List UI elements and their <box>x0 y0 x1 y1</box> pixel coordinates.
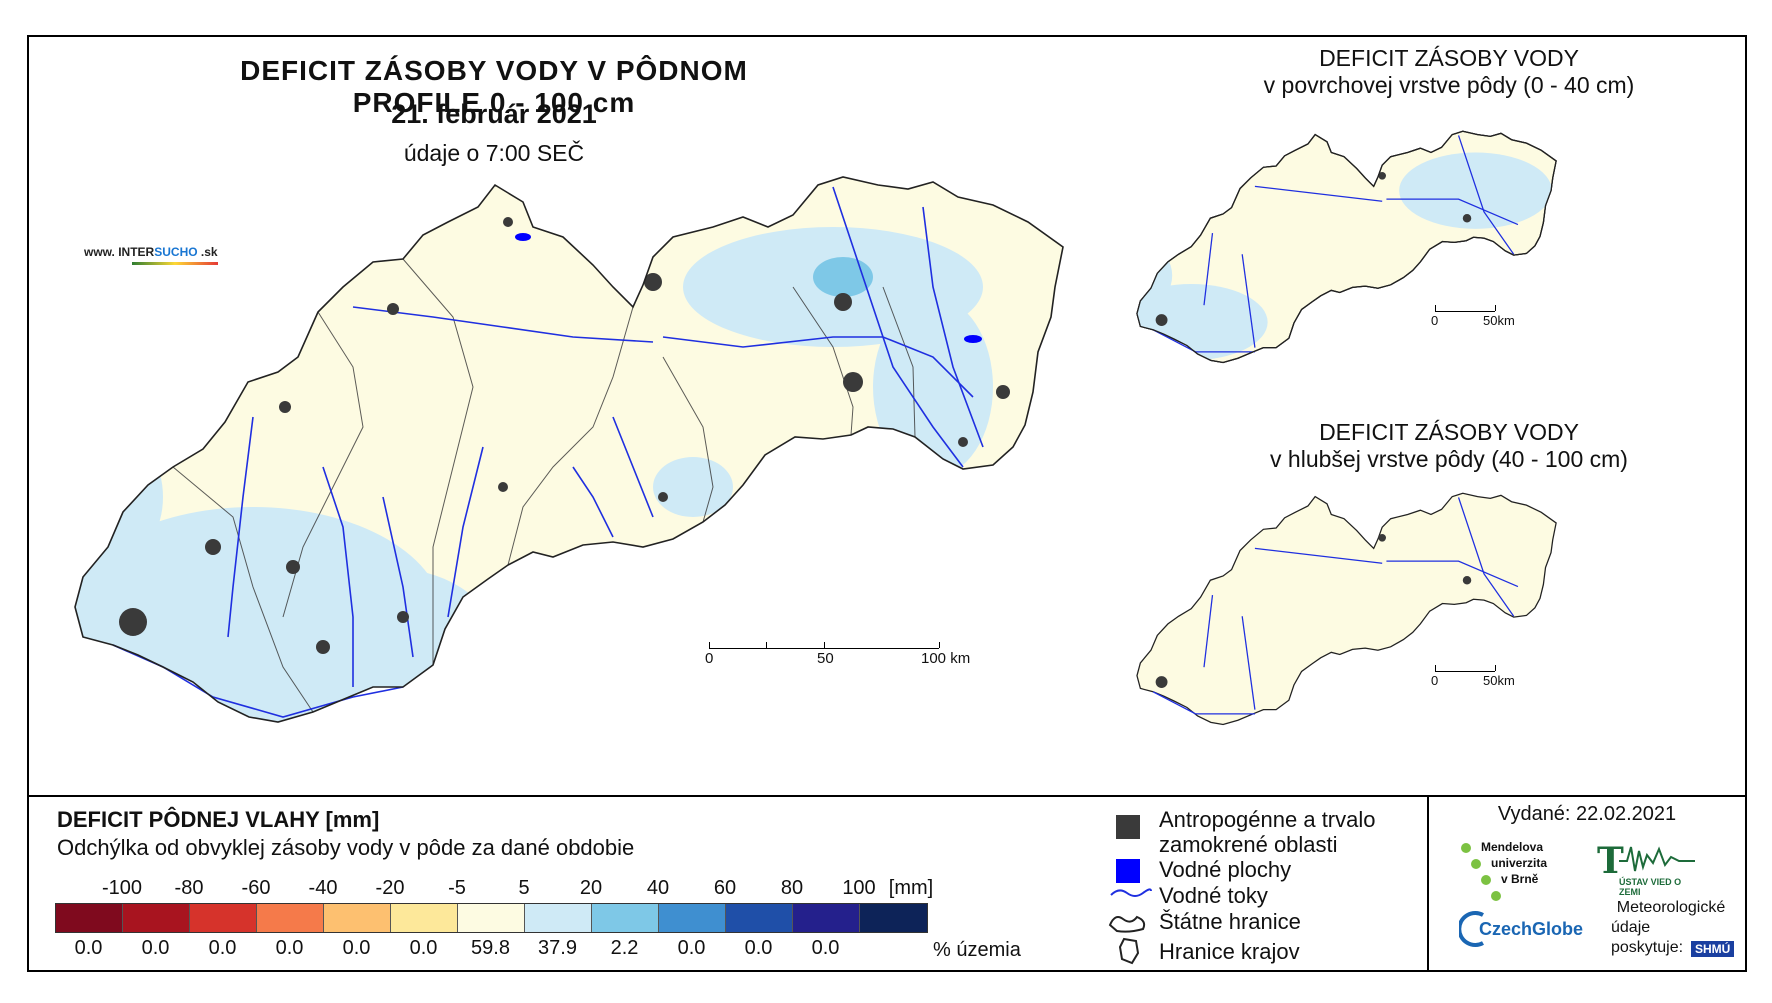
legend-bound-label: 100 <box>842 877 876 899</box>
legend-bound-label: 5 <box>518 877 530 899</box>
scale-label: 50 <box>817 650 834 667</box>
legend-percent-label: % územia <box>933 939 1021 961</box>
mendel-logo: Mendelova univerzita v Brně <box>1461 837 1581 907</box>
legend-color-box <box>324 904 391 932</box>
legend-percent-value: 0.0 <box>744 937 773 959</box>
legend-bound-label: -80 <box>174 877 204 899</box>
region-border-label: Hranice krajov <box>1159 939 1300 964</box>
legend-color-box <box>391 904 458 932</box>
legend-color-box <box>860 904 927 932</box>
bottom-panel-title: DEFICIT ZÁSOBY VODY v hlubšej vrstve pôd… <box>1270 419 1628 472</box>
state-border-icon <box>1108 915 1146 933</box>
legend-color-box <box>592 904 659 932</box>
legend-percent-value: 59.8 <box>471 937 510 959</box>
legend-color-box <box>458 904 525 932</box>
water-area-icon <box>1116 859 1140 883</box>
legend-color-scale <box>55 903 928 933</box>
legend-percent-value: 0.0 <box>275 937 304 959</box>
legend-color-box <box>726 904 793 932</box>
shmu-logo: SHMÚ <box>1691 941 1735 957</box>
legend-bound-label: 80 <box>780 877 804 899</box>
water-area-label: Vodné plochy <box>1159 857 1292 882</box>
anthropogenic-areas <box>119 217 1010 654</box>
legend-bound-label: 60 <box>713 877 737 899</box>
anthropogenic-icon <box>1116 815 1140 839</box>
legend-color-box <box>56 904 123 932</box>
legend-bounds: -100 -80 -60 -40 -20 -5 5 20 40 60 80 100 [mm] <box>57 877 957 903</box>
bottom-panel-map <box>1136 492 1557 726</box>
ustav-logo: T ÚSTAV VIED O ZEMI <box>1595 837 1705 897</box>
legend-percent-value: 0.0 <box>74 937 103 959</box>
intersucho-logo: www. INTERSUCHO .sk <box>84 245 218 265</box>
top-panel-map <box>1136 130 1557 364</box>
legend-color-box <box>793 904 860 932</box>
legend-percent-value: 0.0 <box>811 937 840 959</box>
scale-label: 100 km <box>921 650 971 667</box>
region-borders <box>172 258 916 713</box>
legend-percent-value: 2.2 <box>610 937 639 959</box>
river-label: Vodné toky <box>1159 883 1268 908</box>
legend-divider <box>29 795 1745 797</box>
main-map-time: údaje o 7:00 SEČ <box>403 140 585 166</box>
main-map-title: DEFICIT ZÁSOBY VODY V PÔDNOM PROFILE 0 -… <box>240 55 748 118</box>
legend-color-box <box>123 904 190 932</box>
region-border-icon <box>1118 937 1140 965</box>
czechglobe-logo: CzechGlobe <box>1457 909 1589 949</box>
legend-percent-value: 0.0 <box>141 937 170 959</box>
issued-divider <box>1427 795 1429 970</box>
legend-bound-label: -100 <box>101 877 143 899</box>
legend-color-box <box>659 904 726 932</box>
legend-title: DEFICIT PÔDNEJ VLAHY [mm] <box>57 807 380 832</box>
legend-color-box <box>257 904 324 932</box>
legend-bound-label: -40 <box>308 877 338 899</box>
legend-percent-value: 0.0 <box>342 937 371 959</box>
legend-bound-label: 20 <box>579 877 603 899</box>
main-map-date: 21. február 2021 <box>391 99 597 129</box>
state-border <box>74 176 1064 723</box>
anthropogenic-label: Antropogénne a trvalo zamokrené oblasti <box>1159 807 1376 857</box>
legend-percentages: 0.0 0.0 0.0 0.0 0.0 0.0 59.8 37.9 2.2 0.0 0.0 0.0 <box>57 937 957 963</box>
legend-bound-label: 40 <box>646 877 670 899</box>
legend-bound-label: -5 <box>448 877 466 899</box>
legend-percent-value: 37.9 <box>538 937 577 959</box>
water-areas <box>515 233 982 343</box>
main-deficit-map <box>74 176 1064 723</box>
legend-subtitle: Odchýlka od obvyklej zásoby vody v pôde … <box>57 835 635 860</box>
legend-percent-value: 0.0 <box>208 937 237 959</box>
issued-date: Vydané: 22.02.2021 <box>1497 803 1677 825</box>
legend-percent-value: 0.0 <box>409 937 438 959</box>
legend-color-box <box>190 904 257 932</box>
scale-label: 0 <box>705 650 714 667</box>
legend-bound-label: -20 <box>375 877 405 899</box>
river-icon <box>1110 888 1152 897</box>
top-panel-title: DEFICIT ZÁSOBY VODY v povrchovej vrstve … <box>1263 45 1635 98</box>
rivers <box>112 186 984 718</box>
legend-color-box <box>525 904 592 932</box>
legend-unit: [mm] <box>888 877 934 899</box>
main-scale-bar: 0 50 100 km <box>705 642 971 672</box>
state-border-label: Štátne hranice <box>1159 909 1301 934</box>
legend-percent-value: 0.0 <box>677 937 706 959</box>
top-panel-scale: 0 50km <box>1431 305 1555 335</box>
bottom-panel-scale: 0 50km <box>1431 665 1555 695</box>
map-frame: DEFICIT ZÁSOBY VODY V PÔDNOM PROFILE 0 -… <box>27 35 1747 972</box>
meteo-provider: Meteorologické údaje poskytuje: SHMÚ <box>1611 899 1735 969</box>
legend-bound-label: -60 <box>241 877 271 899</box>
